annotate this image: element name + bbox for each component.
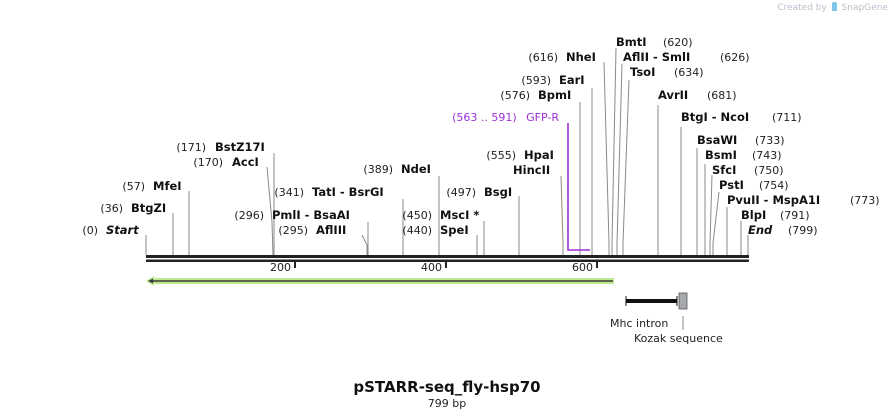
svg-text:(773): (773) [850,194,880,207]
tick-600: 600 [572,261,593,274]
site-msci[interactable]: MscI * [440,208,479,222]
site-btgzi[interactable]: BtgZI [131,201,166,215]
site-psti[interactable]: PstI [719,178,744,192]
site-bmti[interactable]: BmtI [616,35,647,49]
tick-200: 200 [270,261,291,274]
site-sfci[interactable]: SfcI [712,163,736,177]
site-labels: (0) Start (36) BtgZI (57) MfeI (170) Acc… [82,35,879,237]
svg-text:(170): (170) [193,156,223,169]
svg-text:(634): (634) [674,66,704,79]
site-lines [145,47,749,256]
site-tati-bsrgi[interactable]: TatI - BsrGI [312,185,384,199]
snapgene-credit: Created by SnapGene [777,2,888,13]
site-afliii[interactable]: AflIII [316,223,346,237]
svg-text:(743): (743) [752,149,782,162]
site-eari[interactable]: EarI [559,73,585,87]
feature-kozak-sequence[interactable]: Kozak sequence [634,292,723,345]
site-acci[interactable]: AccI [232,155,259,169]
site-mfei[interactable]: MfeI [153,179,182,193]
svg-text:(296): (296) [234,209,264,222]
primer-range: (563 .. 591) [452,111,517,124]
feature-arrow-reverse[interactable] [146,276,614,286]
svg-text:(791): (791) [780,209,810,222]
site-btgi-ncoi[interactable]: BtgI - NcoI [681,110,749,124]
site-bstz17i[interactable]: BstZ17I [215,140,265,154]
svg-text:(295): (295) [278,224,308,237]
credit-brand: SnapGene [841,3,888,13]
site-nhei[interactable]: NheI [566,50,596,64]
svg-text:(620): (620) [663,36,693,49]
site-bsgi[interactable]: BsgI [484,185,512,199]
site-ndei[interactable]: NdeI [401,162,431,176]
svg-text:(754): (754) [759,179,789,192]
site-pmli-bsaai[interactable]: PmlI - BsaAI [272,208,350,222]
svg-text:(733): (733) [755,134,785,147]
backbone-bottom-strand [146,259,749,262]
svg-text:(57): (57) [122,180,145,193]
snapgene-logo-icon [831,2,837,11]
site-avrii[interactable]: AvrII [658,88,688,102]
svg-text:(750): (750) [754,164,784,177]
site-pvuii-mspa1i[interactable]: PvuII - MspA1I [727,193,820,207]
svg-text:(36): (36) [100,202,123,215]
site-end[interactable]: End [748,223,773,237]
svg-text:(341): (341) [274,186,304,199]
svg-text:(799): (799) [788,224,818,237]
svg-text:(171): (171) [176,141,206,154]
svg-text:(450): (450) [402,209,432,222]
map-length: 799 bp [427,397,467,410]
svg-text:(497): (497) [446,186,476,199]
svg-text:(0): (0) [82,224,98,237]
site-bpmi[interactable]: BpmI [538,88,571,102]
site-hincii[interactable]: HincII [513,163,550,177]
primer-gfp-r[interactable]: (563 .. 591) GFP-R [452,111,590,251]
kozak-sequence-label: Kozak sequence [634,332,723,345]
tick-400: 400 [421,261,442,274]
backbone-top-strand [146,255,749,258]
svg-text:(681): (681) [707,89,737,102]
site-blpi[interactable]: BlpI [741,208,766,222]
site-hpai[interactable]: HpaI [524,148,554,162]
site-tsoi[interactable]: TsoI [630,65,655,79]
credit-prefix: Created by [777,3,827,13]
site-aflii-smli[interactable]: AflII - SmlI [623,50,690,64]
svg-text:(616): (616) [528,51,558,64]
feature-mhc-intron[interactable]: Mhc intron [610,296,678,330]
ruler: 200 400 600 [270,261,598,274]
svg-text:(555): (555) [486,149,516,162]
svg-text:(440): (440) [402,224,432,237]
site-start[interactable]: Start [106,223,139,237]
map-title: pSTARR-seq_fly-hsp70 [353,378,541,396]
site-spei[interactable]: SpeI [440,223,469,237]
svg-text:(563 .. 591) GFP-R: (563 .. 591) GFP-R [452,111,559,124]
svg-text:(593): (593) [521,74,551,87]
svg-text:(711): (711) [772,111,802,124]
mhc-intron-label: Mhc intron [610,317,668,330]
svg-text:(576): (576) [500,89,530,102]
svg-text:(626): (626) [720,51,750,64]
svg-text:(389): (389) [363,163,393,176]
site-bsmi[interactable]: BsmI [705,148,737,162]
site-bsawi[interactable]: BsaWI [697,133,737,147]
primer-name: GFP-R [526,111,559,124]
